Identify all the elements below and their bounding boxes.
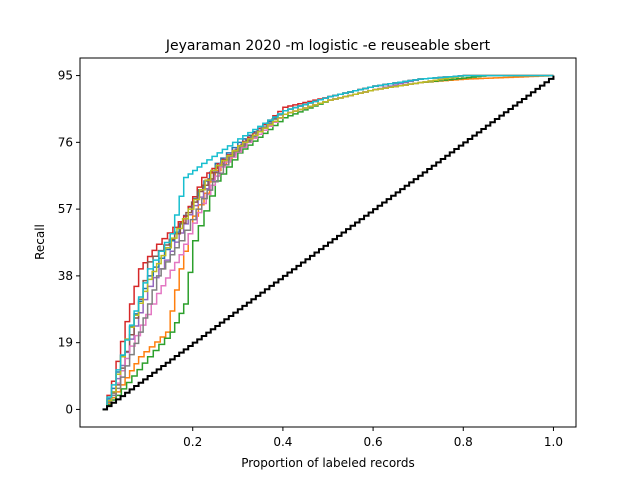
y-tick-label: 0 [65, 402, 73, 416]
y-axis-ticks: 0 19 38 57 76 95 [58, 69, 80, 416]
x-tick-label: 1.0 [544, 435, 563, 449]
y-tick-label: 57 [58, 202, 73, 216]
recall-curve-10 [102, 74, 554, 411]
x-tick-label: 0.8 [454, 435, 473, 449]
y-tick-label: 19 [58, 336, 73, 350]
y-axis-label: Recall [33, 224, 47, 260]
random-baseline [102, 75, 555, 411]
chart-title: Jeyaraman 2020 -m logistic -e reuseable … [165, 38, 491, 54]
recall-curve-9 [102, 74, 554, 411]
recall-curve-3 [102, 74, 554, 411]
axes-frame [79, 57, 577, 428]
x-axis-label: Proportion of labeled records [241, 456, 415, 470]
random-baseline-line [102, 75, 555, 411]
y-tick-label: 76 [58, 135, 73, 149]
y-tick-label: 95 [58, 69, 73, 83]
y-tick-label: 38 [58, 269, 73, 283]
x-tick-label: 0.6 [364, 435, 383, 449]
x-tick-label: 0.2 [183, 435, 202, 449]
x-axis-ticks: 0.2 0.4 0.6 0.8 1.0 [183, 427, 563, 449]
x-tick-label: 0.4 [273, 435, 292, 449]
recall-curves [102, 74, 555, 411]
